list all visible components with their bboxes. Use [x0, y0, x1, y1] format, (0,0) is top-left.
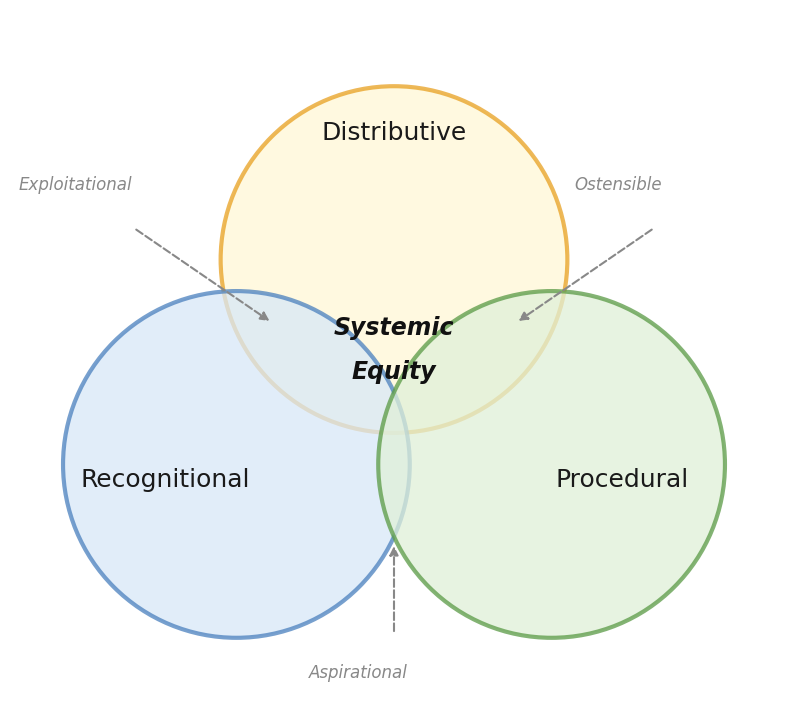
Circle shape — [378, 291, 725, 638]
Circle shape — [63, 291, 410, 638]
Text: Recognitional: Recognitional — [80, 468, 251, 492]
Circle shape — [221, 86, 567, 433]
Text: Systemic: Systemic — [334, 316, 454, 340]
Text: Distributive: Distributive — [322, 122, 466, 146]
Text: Procedural: Procedural — [556, 468, 690, 492]
Text: Ostensible: Ostensible — [574, 176, 663, 194]
Text: Exploitational: Exploitational — [18, 176, 132, 194]
Text: Aspirational: Aspirational — [309, 664, 408, 682]
Text: Equity: Equity — [351, 361, 437, 384]
